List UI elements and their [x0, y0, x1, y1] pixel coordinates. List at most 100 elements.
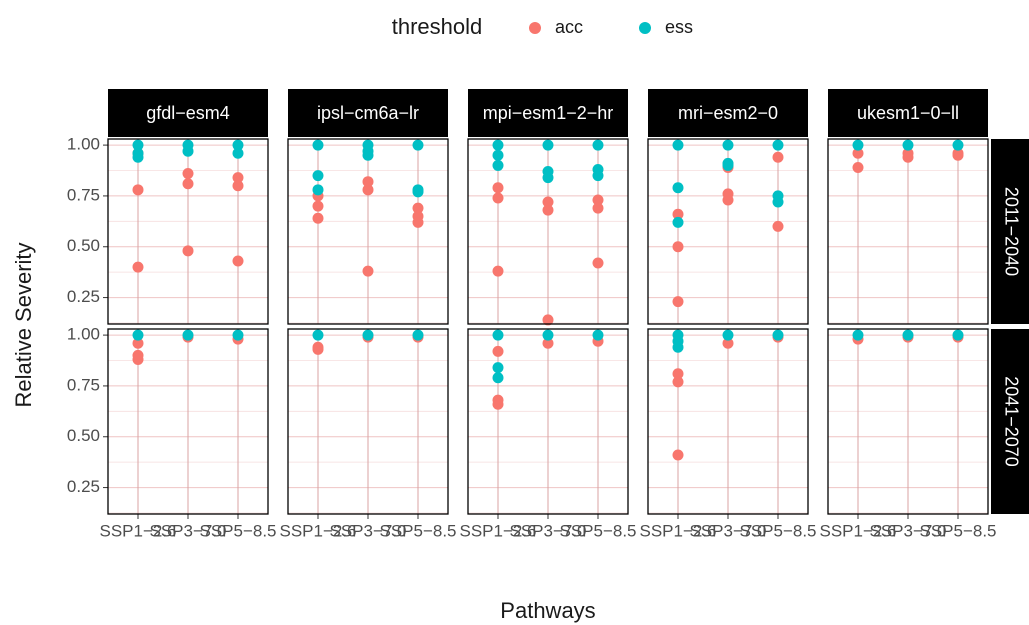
data-point — [772, 139, 784, 151]
data-point — [412, 139, 424, 151]
data-point — [852, 139, 864, 151]
x-tick-label: SSP1−2.6 — [639, 521, 716, 540]
strip-label: 2041−2070 — [1001, 376, 1021, 467]
data-point — [672, 296, 684, 308]
y-tick-label: 1.00 — [67, 135, 100, 154]
data-point — [492, 329, 504, 341]
data-point — [312, 343, 324, 355]
data-point — [772, 151, 784, 163]
x-tick-label: SSP5−8.5 — [739, 521, 816, 540]
panel-border — [827, 138, 989, 325]
data-point — [182, 245, 194, 257]
data-point — [592, 170, 604, 182]
data-point — [542, 204, 554, 216]
x-tick-label: SSP5−8.5 — [199, 521, 276, 540]
legend-title: threshold — [392, 14, 483, 39]
data-point — [592, 202, 604, 214]
data-point — [312, 139, 324, 151]
data-point — [182, 168, 194, 180]
data-point — [412, 186, 424, 198]
strip — [648, 89, 808, 137]
data-point — [412, 329, 424, 341]
legend-label: acc — [555, 17, 583, 37]
y-tick-label: 0.25 — [67, 477, 100, 496]
data-point — [902, 151, 914, 163]
strip-label: gfdl−esm4 — [146, 103, 230, 123]
data-point — [232, 172, 244, 184]
data-point — [852, 329, 864, 341]
data-point — [852, 147, 864, 159]
y-tick-label: 1.00 — [67, 325, 100, 344]
strip-label: ukesm1−0−ll — [857, 103, 959, 123]
data-point — [492, 182, 504, 194]
y-tick-label: 0.25 — [67, 287, 100, 306]
data-point — [672, 341, 684, 353]
data-point — [952, 329, 964, 341]
data-point — [182, 145, 194, 157]
panel-border — [647, 138, 809, 325]
data-point — [132, 139, 144, 151]
data-point — [952, 149, 964, 161]
data-point — [362, 329, 374, 341]
data-point — [672, 241, 684, 253]
data-point — [672, 182, 684, 194]
data-point — [232, 180, 244, 192]
x-tick-label: SSP1−2.6 — [279, 521, 356, 540]
data-point — [312, 329, 324, 341]
y-tick-label: 0.75 — [67, 375, 100, 394]
data-point — [362, 149, 374, 161]
y-tick-label: 0.50 — [67, 426, 100, 445]
data-point — [672, 139, 684, 151]
data-point — [542, 196, 554, 208]
strip-label: mpi−esm1−2−hr — [483, 103, 614, 123]
panel-border — [287, 138, 449, 325]
data-point — [312, 184, 324, 196]
strip — [468, 89, 628, 137]
strip — [288, 89, 448, 137]
data-point — [182, 329, 194, 341]
data-point — [772, 196, 784, 208]
data-point — [852, 161, 864, 173]
data-point — [312, 170, 324, 182]
x-axis-title: Pathways — [500, 598, 595, 623]
data-point — [722, 329, 734, 341]
data-point — [722, 337, 734, 349]
data-point — [412, 202, 424, 214]
data-point — [672, 368, 684, 380]
data-point — [412, 216, 424, 228]
strip — [991, 329, 1029, 514]
x-tick-label: SSP1−2.6 — [819, 521, 896, 540]
data-point — [542, 337, 554, 349]
data-point — [492, 398, 504, 410]
data-point — [362, 176, 374, 188]
data-point — [132, 337, 144, 349]
data-point — [902, 329, 914, 341]
x-tick-label: SSP3−7.0 — [329, 521, 406, 540]
x-tick-label: SSP3−7.0 — [149, 521, 226, 540]
panel-border — [647, 328, 809, 515]
data-point — [542, 139, 554, 151]
strip-label: mri−esm2−0 — [678, 103, 778, 123]
data-point — [492, 362, 504, 374]
data-point — [722, 139, 734, 151]
data-point — [182, 178, 194, 190]
x-tick-label: SSP1−2.6 — [459, 521, 536, 540]
x-tick-label: SSP5−8.5 — [379, 521, 456, 540]
data-point — [672, 208, 684, 220]
strip-label: ipsl−cm6a−lr — [317, 103, 419, 123]
data-point — [132, 329, 144, 341]
panel-border — [107, 138, 269, 325]
data-point — [492, 139, 504, 151]
data-point — [592, 139, 604, 151]
panel-border — [107, 328, 269, 515]
x-tick-label: SSP3−7.0 — [869, 521, 946, 540]
data-point — [952, 139, 964, 151]
data-point — [492, 372, 504, 384]
x-tick-label: SSP5−8.5 — [559, 521, 636, 540]
y-tick-label: 0.50 — [67, 236, 100, 255]
panel-border — [287, 328, 449, 515]
data-point — [542, 329, 554, 341]
data-point — [592, 329, 604, 341]
data-point — [362, 184, 374, 196]
